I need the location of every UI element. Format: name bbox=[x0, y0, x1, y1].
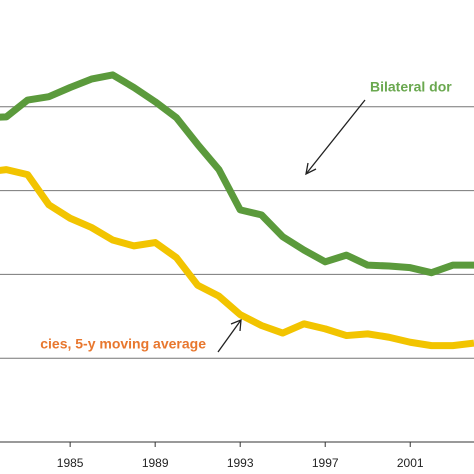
arrow bbox=[305, 99, 366, 175]
arrow-head bbox=[305, 162, 317, 176]
lines bbox=[0, 71, 474, 350]
x-tick-label: 1993 bbox=[227, 456, 254, 470]
series-line bbox=[0, 166, 474, 350]
arrow bbox=[217, 319, 242, 353]
x-tick-label: 2001 bbox=[397, 456, 424, 470]
x-tick-label: 1997 bbox=[312, 456, 339, 470]
series-annotation: Bilateral dor bbox=[370, 79, 452, 95]
series-annotation: cies, 5-y moving average bbox=[40, 336, 206, 352]
x-tick-label: 1985 bbox=[57, 456, 84, 470]
x-tick-label: 1989 bbox=[142, 456, 169, 470]
grid: 198119851989199319972001 bbox=[0, 106, 474, 470]
series-line bbox=[0, 71, 474, 277]
arrow-head bbox=[230, 319, 242, 332]
